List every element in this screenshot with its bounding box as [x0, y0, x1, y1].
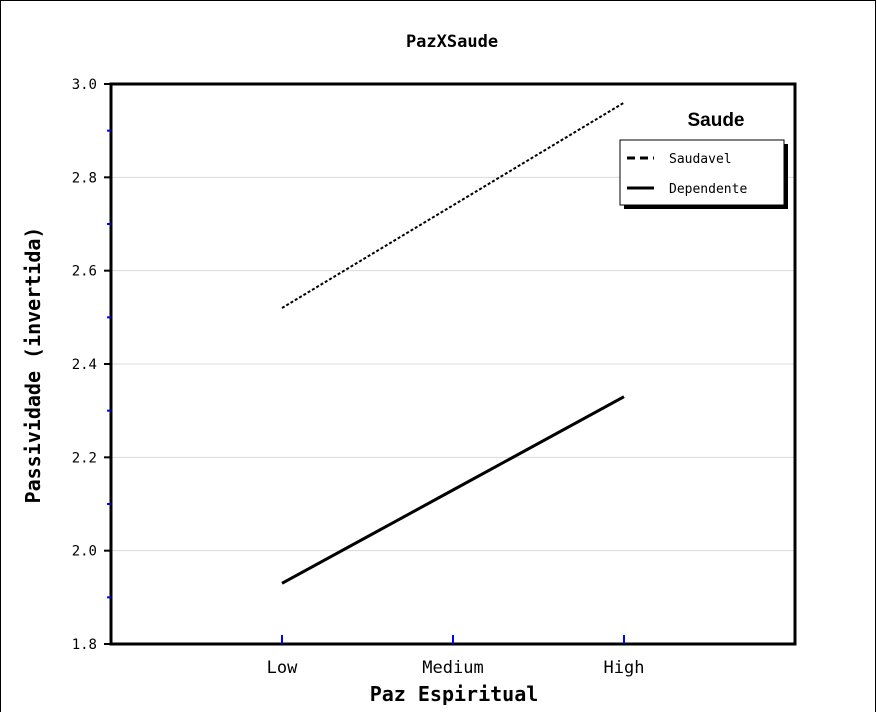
y-tick-label: 2.2 [72, 450, 97, 466]
y-tick-label: 2.0 [72, 544, 97, 560]
legend: Saude Saudavel Dependente [619, 110, 788, 209]
chart-title: PazXSaude [406, 32, 498, 52]
y-tick-label: 3.0 [72, 77, 97, 93]
y-tick-label: 2.6 [72, 264, 97, 280]
series-line-dependente [281, 395, 625, 585]
y-tick-label: 2.8 [72, 170, 97, 186]
y-axis-label: Passividade (invertida) [21, 227, 45, 504]
y-tick-label: 1.8 [72, 637, 97, 653]
x-tick-label: Medium [422, 658, 483, 678]
x-axis-label: Paz Espiritual [370, 682, 539, 706]
y-axis-ticks: 3.0 2.8 2.6 2.4 2.2 2.0 1.8 [72, 77, 111, 653]
series-lines [281, 101, 625, 585]
x-tick-label: Low [267, 658, 298, 678]
legend-box [619, 139, 785, 206]
series-line-saudavel [281, 101, 625, 309]
legend-title: Saude [687, 110, 744, 131]
gridlines [111, 176, 795, 552]
x-axis-ticks: Low Medium High [267, 635, 645, 678]
x-tick-label: High [604, 658, 645, 678]
legend-label-saudavel: Saudavel [669, 152, 732, 167]
legend-label-dependente: Dependente [669, 182, 747, 197]
y-tick-label: 2.4 [72, 357, 97, 373]
